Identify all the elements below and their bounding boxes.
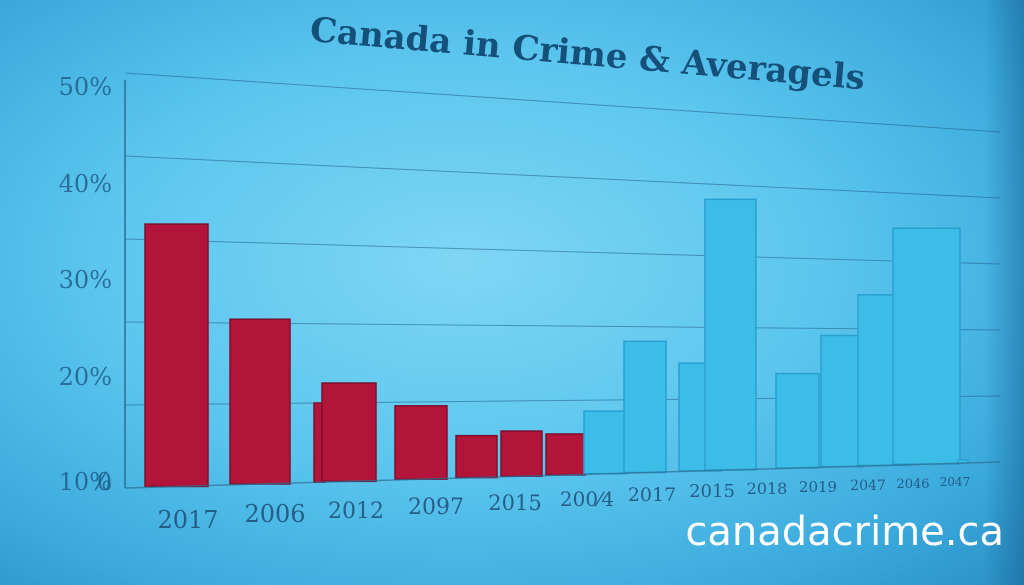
x-axis-line bbox=[124, 461, 1001, 489]
x-tick-label: 2097 bbox=[408, 495, 464, 520]
y-tick-label: 20% bbox=[59, 363, 112, 391]
bar bbox=[820, 334, 865, 468]
x-tick-label: 2047 bbox=[940, 475, 971, 489]
y-tick-label: 30% bbox=[59, 266, 112, 294]
x-tick-label: 200⁄4 bbox=[560, 487, 614, 511]
bar bbox=[892, 227, 961, 465]
bar bbox=[321, 382, 377, 483]
y-tick-label: 0 bbox=[97, 468, 112, 496]
x-tick-label: 2012 bbox=[328, 499, 384, 524]
site-watermark: canadacrime.ca bbox=[685, 509, 1004, 555]
x-tick-label: 2017 bbox=[157, 506, 218, 534]
x-tick-label: 2006 bbox=[244, 500, 305, 528]
x-tick-label: 2017 bbox=[628, 484, 676, 506]
gridline bbox=[124, 238, 1001, 265]
gridline bbox=[124, 155, 1001, 199]
bar bbox=[500, 430, 543, 477]
bar bbox=[394, 405, 448, 480]
bar bbox=[545, 433, 586, 476]
y-tick-label: 10% bbox=[59, 468, 112, 496]
bar bbox=[144, 223, 209, 488]
x-tick-label: 2046 bbox=[896, 477, 929, 492]
x-tick-label: 2018 bbox=[747, 479, 788, 498]
x-tick-label: 2019 bbox=[799, 478, 837, 496]
y-tick-label: 50% bbox=[59, 73, 112, 101]
x-tick-label: 2015 bbox=[488, 491, 541, 515]
x-tick-label: 2047 bbox=[850, 478, 886, 494]
gridline bbox=[124, 72, 1001, 133]
bar bbox=[704, 198, 757, 471]
bar bbox=[775, 372, 820, 469]
bar bbox=[583, 410, 628, 475]
bar bbox=[455, 434, 498, 479]
y-tick-label: 40% bbox=[59, 170, 112, 198]
x-tick-label: 2015 bbox=[689, 481, 735, 502]
monitor-edge bbox=[984, 0, 1024, 585]
bar bbox=[229, 318, 291, 485]
bar bbox=[623, 340, 667, 474]
